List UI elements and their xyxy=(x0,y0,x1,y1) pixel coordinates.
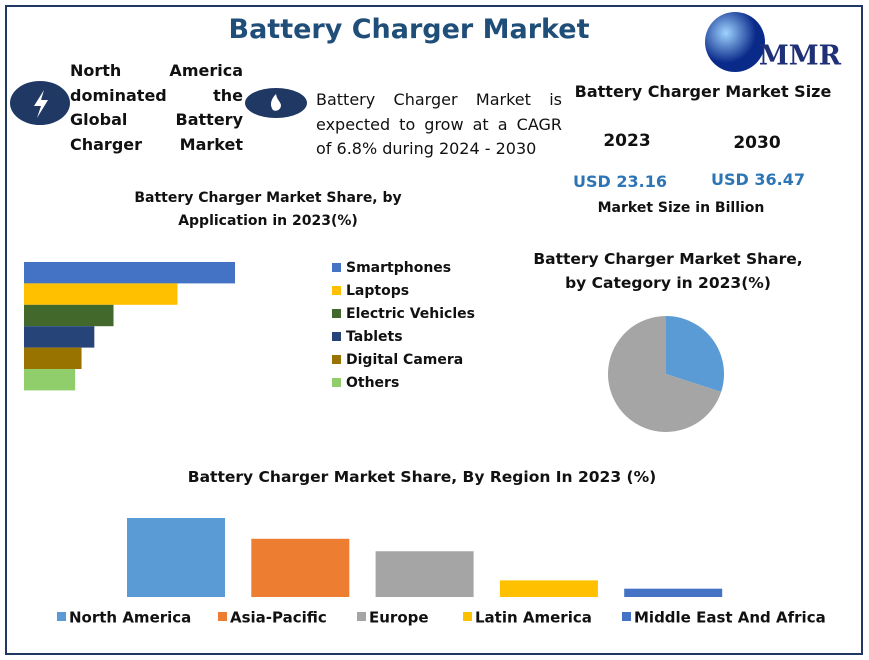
size-title: Battery Charger Market Size xyxy=(574,82,832,101)
legend-swatch xyxy=(357,612,366,621)
legend-swatch xyxy=(463,612,472,621)
bar xyxy=(624,588,723,597)
legend-label: Electric Vehicles xyxy=(346,306,475,322)
pie-slice xyxy=(607,315,722,432)
highlight-left: North America dominated the Global Batte… xyxy=(70,61,243,154)
legend-label: Smartphones xyxy=(346,260,451,276)
pie-slice xyxy=(666,316,724,392)
logo-text: MMR xyxy=(759,41,842,72)
legend-label: Middle East And Africa xyxy=(634,609,826,627)
legend-label: Others xyxy=(346,375,399,391)
bar xyxy=(499,580,598,597)
legend-swatch xyxy=(622,612,631,621)
chart-title: Battery Charger Market Share, By Region … xyxy=(187,468,657,486)
legend-label: Asia-Pacific xyxy=(230,609,327,627)
legend-label: Latin America xyxy=(475,609,592,627)
highlight-right: Battery Charger Market is expected to gr… xyxy=(316,90,562,158)
bar xyxy=(127,518,225,597)
chart-title: Battery Charger Market Share, by Applica… xyxy=(134,190,402,229)
legend-swatch xyxy=(332,355,341,364)
title: Battery Charger Market xyxy=(228,14,590,45)
legend-label: North America xyxy=(69,609,191,627)
legend-swatch xyxy=(332,378,341,387)
legend-swatch xyxy=(332,286,341,295)
bar xyxy=(24,326,95,348)
frame xyxy=(5,5,863,655)
bolt-shape xyxy=(34,90,48,118)
legend-label: Digital Camera xyxy=(346,352,463,368)
logo-globe xyxy=(705,12,765,72)
bar xyxy=(375,551,474,597)
size-value: USD 36.47 xyxy=(711,170,805,189)
size-value: USD 23.16 xyxy=(573,172,667,191)
bar xyxy=(24,283,178,305)
bar xyxy=(24,347,82,369)
chart-title: Battery Charger Market Share, by Categor… xyxy=(533,250,803,292)
flame-shape xyxy=(271,94,281,111)
legend-label: Laptops xyxy=(346,283,409,299)
bar xyxy=(251,538,350,597)
size-note: Market Size in Billion xyxy=(597,200,765,216)
year: 2030 xyxy=(733,133,781,153)
legend-swatch xyxy=(332,263,341,272)
bar xyxy=(24,262,235,284)
legend-swatch xyxy=(332,332,341,341)
legend-swatch xyxy=(332,309,341,318)
legend-label: Tablets xyxy=(346,329,403,345)
legend-swatch xyxy=(218,612,227,621)
legend-label: Europe xyxy=(369,609,429,627)
bar xyxy=(24,304,114,327)
legend-swatch xyxy=(57,612,66,621)
bar xyxy=(24,369,76,391)
year: 2023 xyxy=(603,131,651,151)
